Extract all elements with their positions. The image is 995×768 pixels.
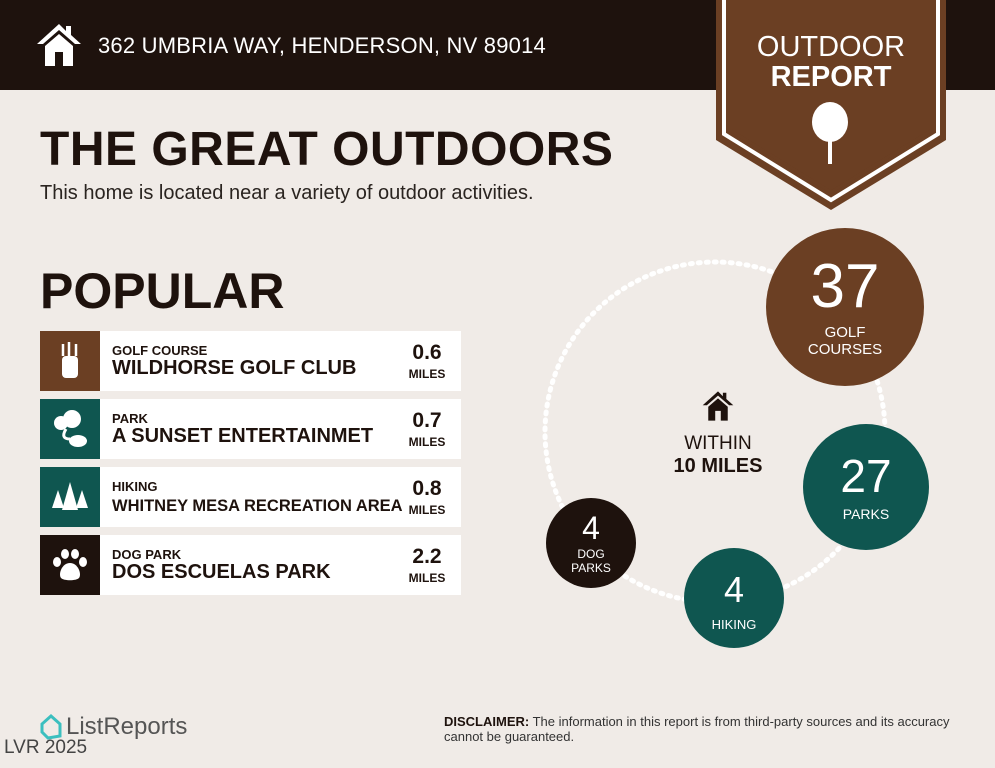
parks-label: PARKS: [842, 506, 890, 522]
list-item-dog-park: DOG PARK DOS ESCUELAS PARK 2.2 MILES: [40, 535, 461, 595]
category: DOG PARK: [112, 547, 182, 562]
logo-text: ListReports: [66, 713, 188, 740]
distance-unit: MILES: [408, 367, 446, 381]
list-item-park: PARK A SUNSET ENTERTAINMET 0.7 MILES: [40, 399, 461, 459]
place-name: A SUNSET ENTERTAINMET: [112, 425, 374, 447]
tree-icon: [812, 102, 848, 164]
golf-count: 37: [810, 252, 880, 321]
page-title: THE GREAT OUTDOORS: [40, 123, 614, 176]
place-name: WILDHORSE GOLF CLUB: [112, 357, 357, 379]
dog-label: DOG: [577, 546, 605, 561]
golf-label-2: COURSES: [807, 341, 883, 358]
dog-park-count-circle: 4 DOG PARKS: [546, 498, 636, 588]
hiking-label: HIKING: [711, 616, 757, 632]
distance-unit: MILES: [408, 571, 446, 585]
distance-unit: MILES: [408, 435, 446, 449]
popular-heading: POPULAR: [40, 263, 285, 319]
listreports-logo-icon: [40, 714, 62, 740]
hiking-count-circle: 4 HIKING: [684, 548, 784, 648]
distance: 2.2: [412, 545, 442, 568]
distance: 0.7: [412, 409, 442, 432]
golf-count-circle: 37 GOLF COURSES: [766, 228, 924, 386]
list-item-golf: GOLF COURSE WILDHORSE GOLF CLUB 0.6 MILE…: [40, 331, 461, 391]
place-name: DOS ESCUELAS PARK: [112, 561, 331, 583]
address: 362 UMBRIA WAY, HENDERSON, NV 89014: [98, 33, 546, 58]
distance: 0.8: [412, 477, 442, 500]
distance-unit: MILES: [408, 503, 446, 517]
place-name: WHITNEY MESA RECREATION AREA: [112, 497, 403, 515]
paw-icon: [40, 535, 100, 595]
parks-count: 27: [840, 450, 892, 502]
category: GOLF COURSE: [112, 343, 208, 358]
within-label: WITHIN 10 MILES: [650, 390, 786, 478]
badge-title: OUTDOOR REPORT: [756, 31, 906, 93]
home-icon: [37, 24, 81, 66]
golf-bag-icon: [40, 331, 100, 391]
golf-label: GOLF: [824, 324, 866, 341]
disclaimer: DISCLAIMER: The information in this repo…: [444, 714, 964, 744]
home-icon: [702, 391, 734, 421]
hiking-count: 4: [723, 568, 745, 610]
within-text: WITHIN: [684, 433, 752, 454]
disclaimer-text: The information in this report is from t…: [444, 714, 950, 744]
category: PARK: [112, 411, 148, 426]
dog-count: 4: [582, 509, 600, 546]
listreports-logo: ListReports: [40, 713, 187, 741]
pine-trees-icon: [40, 467, 100, 527]
within-distance: 10 MILES: [673, 455, 763, 477]
disclaimer-label: DISCLAIMER:: [444, 714, 530, 729]
park-icon: [40, 399, 100, 459]
dog-label-2: PARKS: [571, 560, 611, 575]
category: HIKING: [112, 479, 158, 494]
watermark: LVR 2025: [4, 737, 88, 758]
distance: 0.6: [412, 341, 442, 364]
list-item-hiking: HIKING WHITNEY MESA RECREATION AREA 0.8 …: [40, 467, 461, 527]
parks-count-circle: 27 PARKS: [803, 424, 929, 550]
subtitle: This home is located near a variety of o…: [40, 182, 534, 204]
